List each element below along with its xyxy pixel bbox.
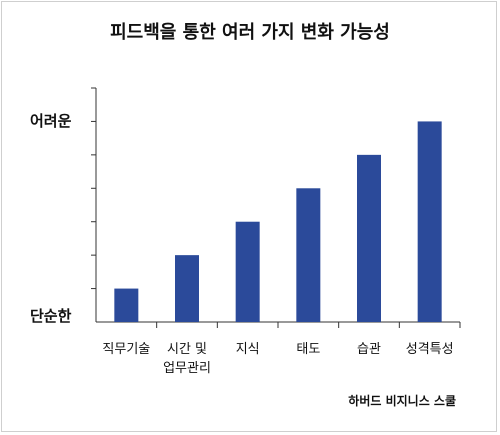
y-axis-top-label: 어려운 <box>30 112 72 130</box>
x-tick-label: 업무관리 <box>163 361 211 376</box>
x-tick-label: 성격특성 <box>406 342 454 357</box>
y-axis-bottom-label: 단순한 <box>30 307 72 325</box>
chart-title: 피드백을 통한 여러 가지 변화 가능성 <box>110 22 390 43</box>
x-tick-label: 직무기술 <box>102 342 150 357</box>
bar <box>417 121 442 322</box>
bar <box>296 188 321 322</box>
bar <box>357 154 381 322</box>
bar <box>235 221 260 322</box>
bar <box>114 288 139 322</box>
bar <box>175 255 199 322</box>
x-tick-label: 시간 및 <box>167 342 207 357</box>
x-tick-label: 태도 <box>296 342 320 357</box>
source-label: 하버드 비지니스 스쿨 <box>348 394 456 408</box>
x-tick-label: 지식 <box>236 342 260 357</box>
x-tick-label: 습관 <box>357 342 381 357</box>
